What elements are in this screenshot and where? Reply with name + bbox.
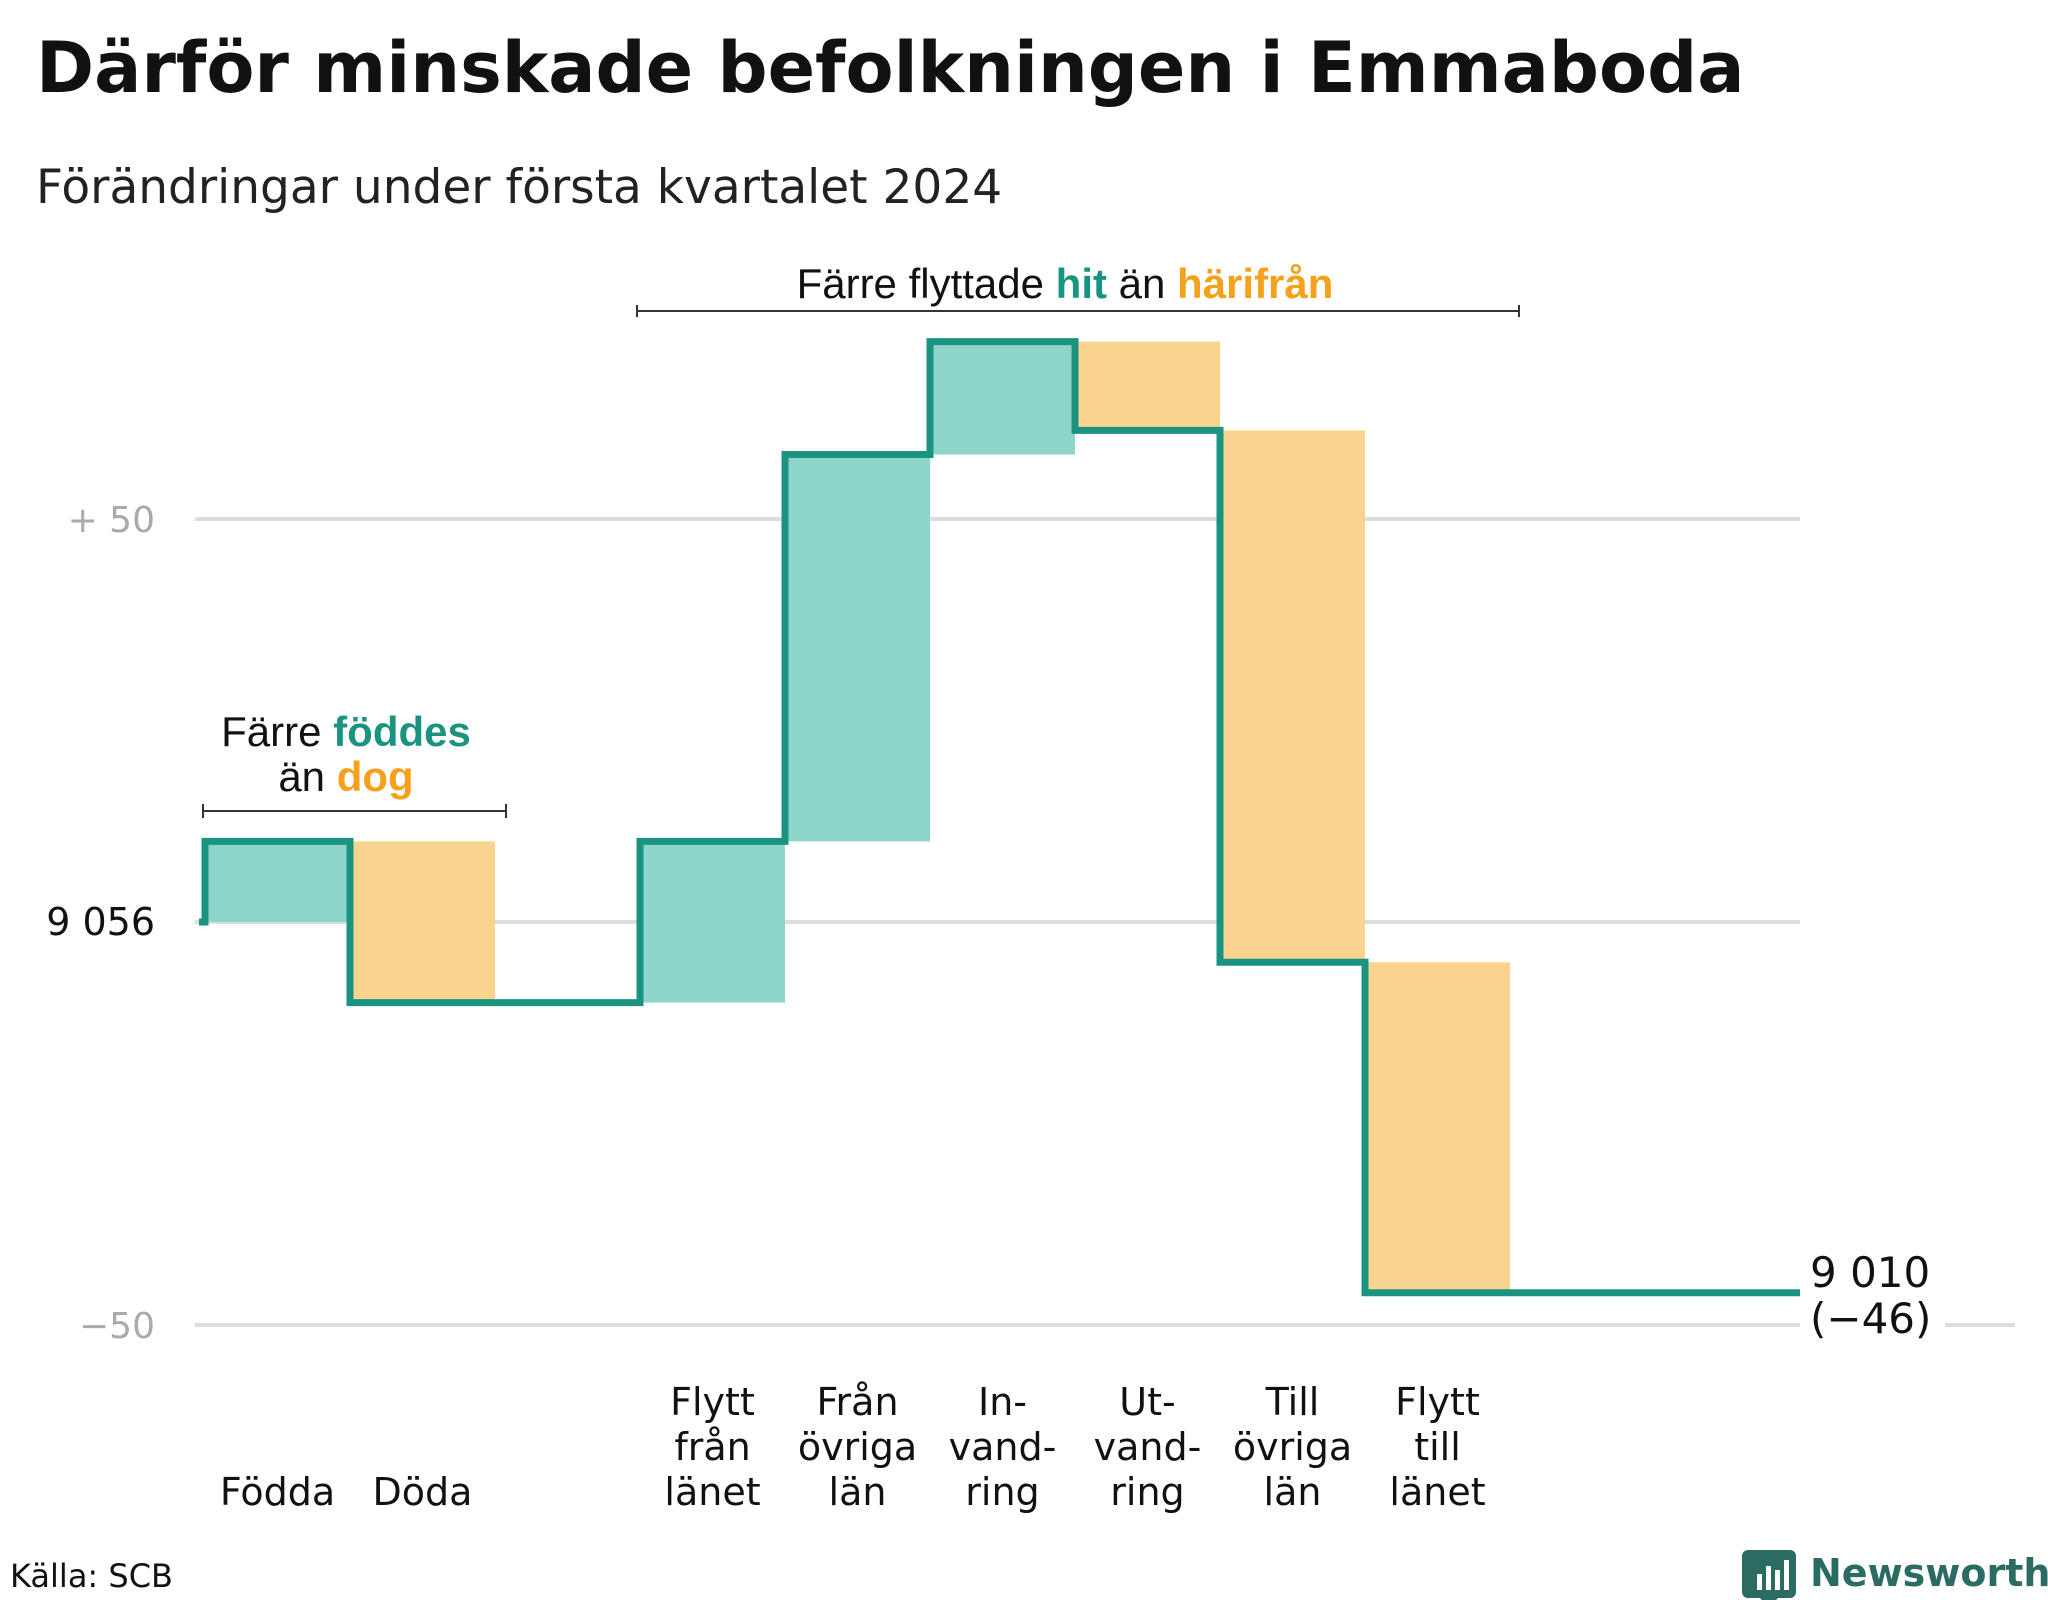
step-line: [199, 338, 1800, 1297]
x-tick-label: vand-: [1094, 1425, 1202, 1469]
x-tick-label: Flytt: [1395, 1380, 1480, 1424]
bar-Ut- vand- ring: [1075, 341, 1220, 431]
x-tick-label: Ut-: [1119, 1380, 1175, 1424]
x-tick-label: från: [674, 1425, 750, 1469]
annotation-births: Färre föddes än dog: [202, 708, 507, 818]
y-axis-ticks: + 50 9 056 −50: [46, 500, 155, 1347]
x-tick-label: övriga: [798, 1425, 917, 1469]
chart-title: Därför minskade befolkningen i Emmaboda: [36, 27, 1744, 109]
annotation-births-line2: än dog: [278, 753, 413, 800]
cumulative-step-line: [199, 338, 1800, 1297]
bars: [205, 341, 1510, 1293]
end-change-label: (−46): [1810, 1294, 1931, 1343]
annotation-moves-line: Färre flyttade hit än härifrån: [797, 260, 1334, 307]
bar-Från övriga län: [785, 454, 930, 842]
x-tick-label: In-: [978, 1380, 1027, 1424]
x-tick-label: Till: [1265, 1380, 1320, 1424]
annotation-orange-word: härifrån: [1177, 260, 1333, 307]
bar-Döda: [350, 841, 495, 1003]
end-value-label: 9 010: [1810, 1248, 1930, 1297]
annotation-births-line1: Färre föddes: [221, 708, 471, 755]
x-tick-label: ring: [1110, 1470, 1184, 1514]
annotation-orange-word: dog: [337, 753, 414, 800]
source-label: Källa: SCB: [10, 1557, 173, 1595]
bar-Födda: [205, 841, 350, 922]
x-tick-label: Från: [816, 1380, 898, 1424]
x-tick-label: ring: [965, 1470, 1039, 1514]
annotation-teal-word: föddes: [333, 708, 471, 755]
x-tick-label: Flytt: [670, 1380, 755, 1424]
x-tick-label: Födda: [220, 1470, 335, 1514]
x-tick-label: län: [1264, 1470, 1322, 1514]
y-start-value-label: 9 056: [46, 900, 155, 944]
bar-Flytt från länet: [640, 841, 785, 1003]
chart-subtitle: Förändringar under första kvartalet 2024: [36, 160, 1002, 215]
annotation-moves: Färre flyttade hit än härifrån: [636, 260, 1520, 317]
x-tick-label: länet: [664, 1470, 760, 1514]
x-tick-label: län: [829, 1470, 887, 1514]
y-tick-label: −50: [79, 1306, 155, 1347]
bar-In- vand- ring: [930, 341, 1075, 455]
bar-Flytt till länet: [1365, 962, 1510, 1293]
x-tick-label: Döda: [373, 1470, 473, 1514]
x-tick-label: vand-: [949, 1425, 1057, 1469]
y-tick-label: + 50: [68, 500, 155, 541]
x-tick-label: till: [1414, 1425, 1461, 1469]
annotation-teal-word: hit: [1056, 260, 1107, 307]
newsworthy-icon: [1742, 1550, 1796, 1600]
bar-Till övriga län: [1220, 430, 1365, 963]
brand-name: Newsworthy: [1810, 1551, 2048, 1595]
x-axis-labels: Födda DödaFlyttfrånlänetFrånövrigalänIn-v…: [220, 1380, 1486, 1514]
newsworthy-logo: Newsworthy: [1742, 1550, 2048, 1600]
x-tick-label: länet: [1389, 1470, 1485, 1514]
x-tick-label: övriga: [1233, 1425, 1352, 1469]
